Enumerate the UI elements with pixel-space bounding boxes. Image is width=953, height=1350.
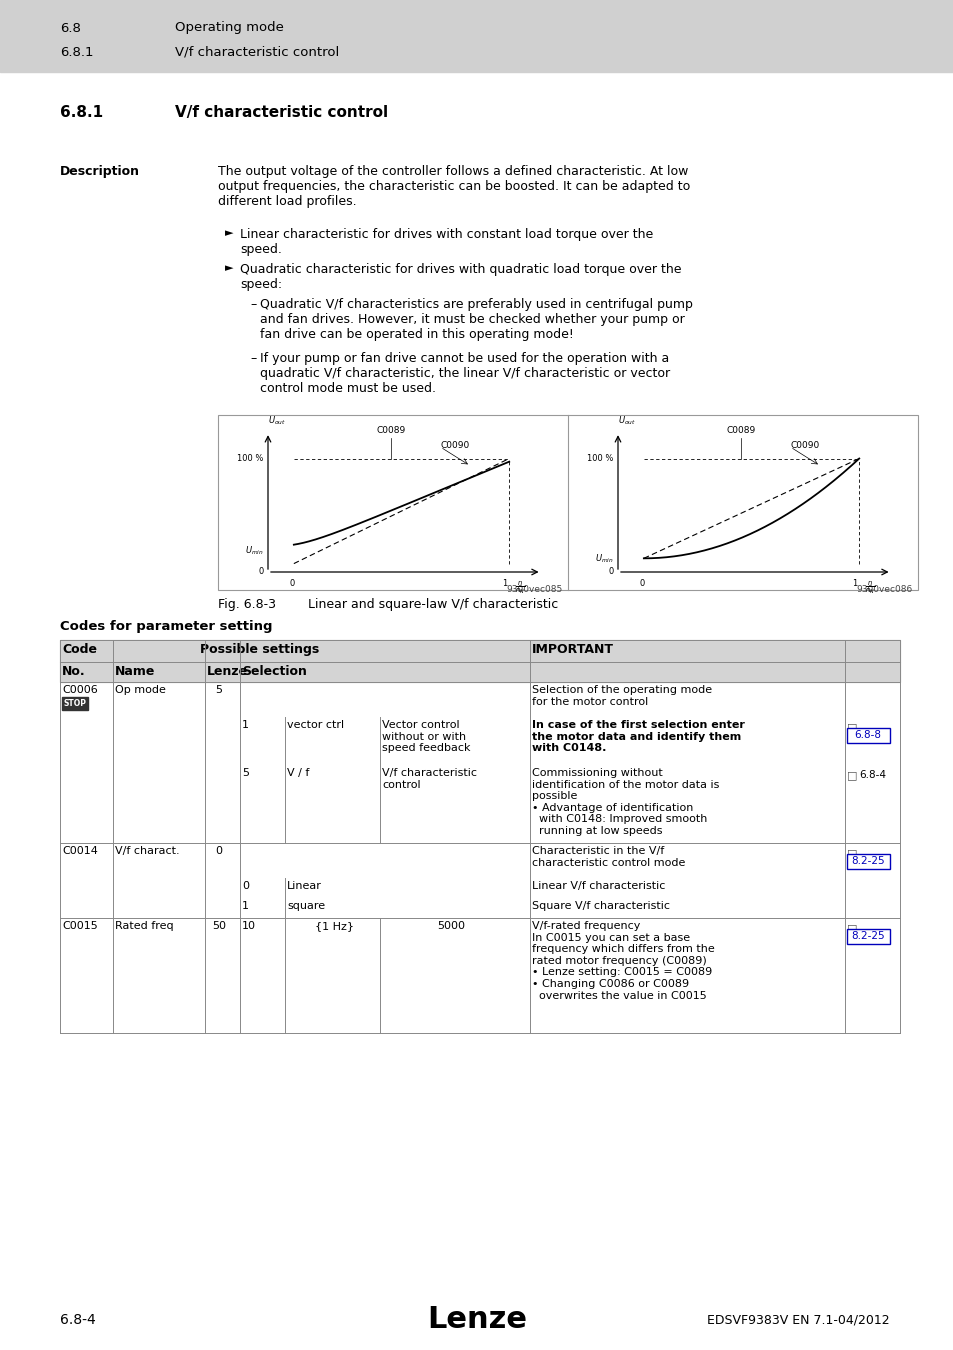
Text: V/f charact.: V/f charact. [115, 846, 179, 856]
Text: 1: 1 [242, 720, 249, 730]
Text: 0: 0 [639, 579, 643, 589]
Text: vector ctrl: vector ctrl [287, 720, 344, 730]
Text: Description: Description [60, 165, 140, 178]
Text: 5: 5 [242, 768, 249, 778]
Text: IMPORTANT: IMPORTANT [532, 643, 614, 656]
Text: Code: Code [62, 643, 97, 656]
Text: $\frac{n}{n_N}$: $\frac{n}{n_N}$ [515, 579, 524, 597]
Text: –: – [250, 298, 256, 311]
Text: V/f characteristic control: V/f characteristic control [174, 105, 388, 120]
Text: Operating mode: Operating mode [174, 22, 284, 35]
Text: Linear: Linear [287, 882, 321, 891]
Text: 9300vec086: 9300vec086 [856, 585, 912, 594]
Text: Linear characteristic for drives with constant load torque over the
speed.: Linear characteristic for drives with co… [240, 228, 653, 256]
Text: 0: 0 [242, 882, 249, 891]
Text: 1: 1 [242, 900, 249, 911]
Text: C0089: C0089 [375, 427, 405, 436]
Text: Quadratic V/f characteristics are preferably used in centrifugal pump
and fan dr: Quadratic V/f characteristics are prefer… [260, 298, 692, 342]
Text: 100 %: 100 % [237, 454, 263, 463]
Text: The output voltage of the controller follows a defined characteristic. At low
ou: The output voltage of the controller fol… [218, 165, 690, 208]
Text: Selection: Selection [242, 666, 307, 678]
Text: 5: 5 [215, 684, 222, 695]
Bar [60, 640, 899, 662]
Text: ►: ► [225, 228, 233, 238]
Text: Commissioning without
identification of the motor data is
possible
• Advantage o: Commissioning without identification of … [532, 768, 719, 836]
Text: square: square [287, 900, 325, 911]
Text: In case of the first selection enter
the motor data and identify them
with C0148: In case of the first selection enter the… [532, 720, 744, 753]
Text: $U_{min}$: $U_{min}$ [595, 552, 613, 564]
Text: C0090: C0090 [789, 441, 819, 451]
Text: Selection of the operating mode
for the motor control: Selection of the operating mode for the … [532, 684, 711, 706]
Text: $U_{min}$: $U_{min}$ [245, 545, 263, 558]
Text: 8.2-25: 8.2-25 [850, 856, 883, 865]
Text: STOP: STOP [64, 698, 87, 707]
Text: Op mode: Op mode [115, 684, 166, 695]
Text: 6.8.1: 6.8.1 [60, 105, 103, 120]
Text: C0089: C0089 [725, 427, 755, 436]
Text: 0: 0 [289, 579, 294, 589]
Bar [846, 728, 889, 743]
Text: □: □ [846, 923, 857, 933]
Text: V/f characteristic
control: V/f characteristic control [381, 768, 476, 790]
Text: 6.8: 6.8 [60, 22, 81, 35]
Text: 1: 1 [502, 579, 507, 589]
Text: ►: ► [225, 263, 233, 273]
Text: $\frac{n}{n_N}$: $\frac{n}{n_N}$ [864, 579, 874, 597]
Text: Possible settings: Possible settings [200, 643, 319, 656]
Text: 8.2-25: 8.2-25 [850, 931, 883, 941]
Text: If your pump or fan drive cannot be used for the operation with a
quadratic V/f : If your pump or fan drive cannot be used… [260, 352, 669, 396]
Text: Rated freq: Rated freq [115, 921, 173, 931]
Text: 6.8-4: 6.8-4 [858, 769, 885, 780]
Text: V/f-rated frequency
In C0015 you can set a base
frequency which differs from the: V/f-rated frequency In C0015 you can set… [532, 921, 714, 1000]
Text: 50: 50 [212, 921, 226, 931]
Text: Codes for parameter setting: Codes for parameter setting [60, 620, 273, 633]
Text: 0: 0 [258, 567, 263, 576]
Text: 6.8-8: 6.8-8 [854, 730, 881, 740]
Text: 1: 1 [851, 579, 857, 589]
Bar [218, 414, 917, 590]
Text: C0090: C0090 [440, 441, 469, 451]
Text: Characteristic in the V/f
characteristic control mode: Characteristic in the V/f characteristic… [532, 846, 684, 868]
Text: Quadratic characteristic for drives with quadratic load torque over the
speed:: Quadratic characteristic for drives with… [240, 263, 680, 292]
Text: 9300vec085: 9300vec085 [506, 585, 562, 594]
Text: Linear V/f characteristic: Linear V/f characteristic [532, 882, 664, 891]
Text: –: – [250, 352, 256, 365]
Text: 6.8-4: 6.8-4 [60, 1314, 95, 1327]
Text: No.: No. [62, 666, 86, 678]
Text: C0014: C0014 [62, 846, 98, 856]
Text: Name: Name [115, 666, 155, 678]
Text: $U_{out}$: $U_{out}$ [618, 414, 636, 427]
Text: □: □ [846, 769, 857, 780]
Text: 5000: 5000 [436, 921, 464, 931]
Text: C0015: C0015 [62, 921, 97, 931]
Bar [846, 929, 889, 944]
Bar [846, 855, 889, 869]
Text: {1 Hz}: {1 Hz} [315, 921, 355, 931]
Text: 100 %: 100 % [587, 454, 613, 463]
Text: V/f characteristic control: V/f characteristic control [174, 46, 339, 58]
Bar [62, 697, 88, 710]
Text: Fig. 6.8-3        Linear and square-law V/f characteristic: Fig. 6.8-3 Linear and square-law V/f cha… [218, 598, 558, 612]
Text: V / f: V / f [287, 768, 309, 778]
Text: EDSVF9383V EN 7.1-04/2012: EDSVF9383V EN 7.1-04/2012 [706, 1314, 889, 1327]
Text: Lenze: Lenze [207, 666, 248, 678]
Text: 10: 10 [242, 921, 255, 931]
Text: □: □ [846, 722, 857, 732]
Text: Lenze: Lenze [427, 1305, 526, 1335]
Text: $U_{out}$: $U_{out}$ [268, 414, 286, 427]
Text: 0: 0 [215, 846, 222, 856]
Text: 0: 0 [608, 567, 613, 576]
Text: □: □ [846, 848, 857, 859]
Text: Square V/f characteristic: Square V/f characteristic [532, 900, 669, 911]
Bar [60, 662, 899, 682]
Text: Vector control
without or with
speed feedback: Vector control without or with speed fee… [381, 720, 470, 753]
Bar [0, 0, 953, 72]
Text: 6.8.1: 6.8.1 [60, 46, 93, 58]
Text: C0006: C0006 [62, 684, 97, 695]
